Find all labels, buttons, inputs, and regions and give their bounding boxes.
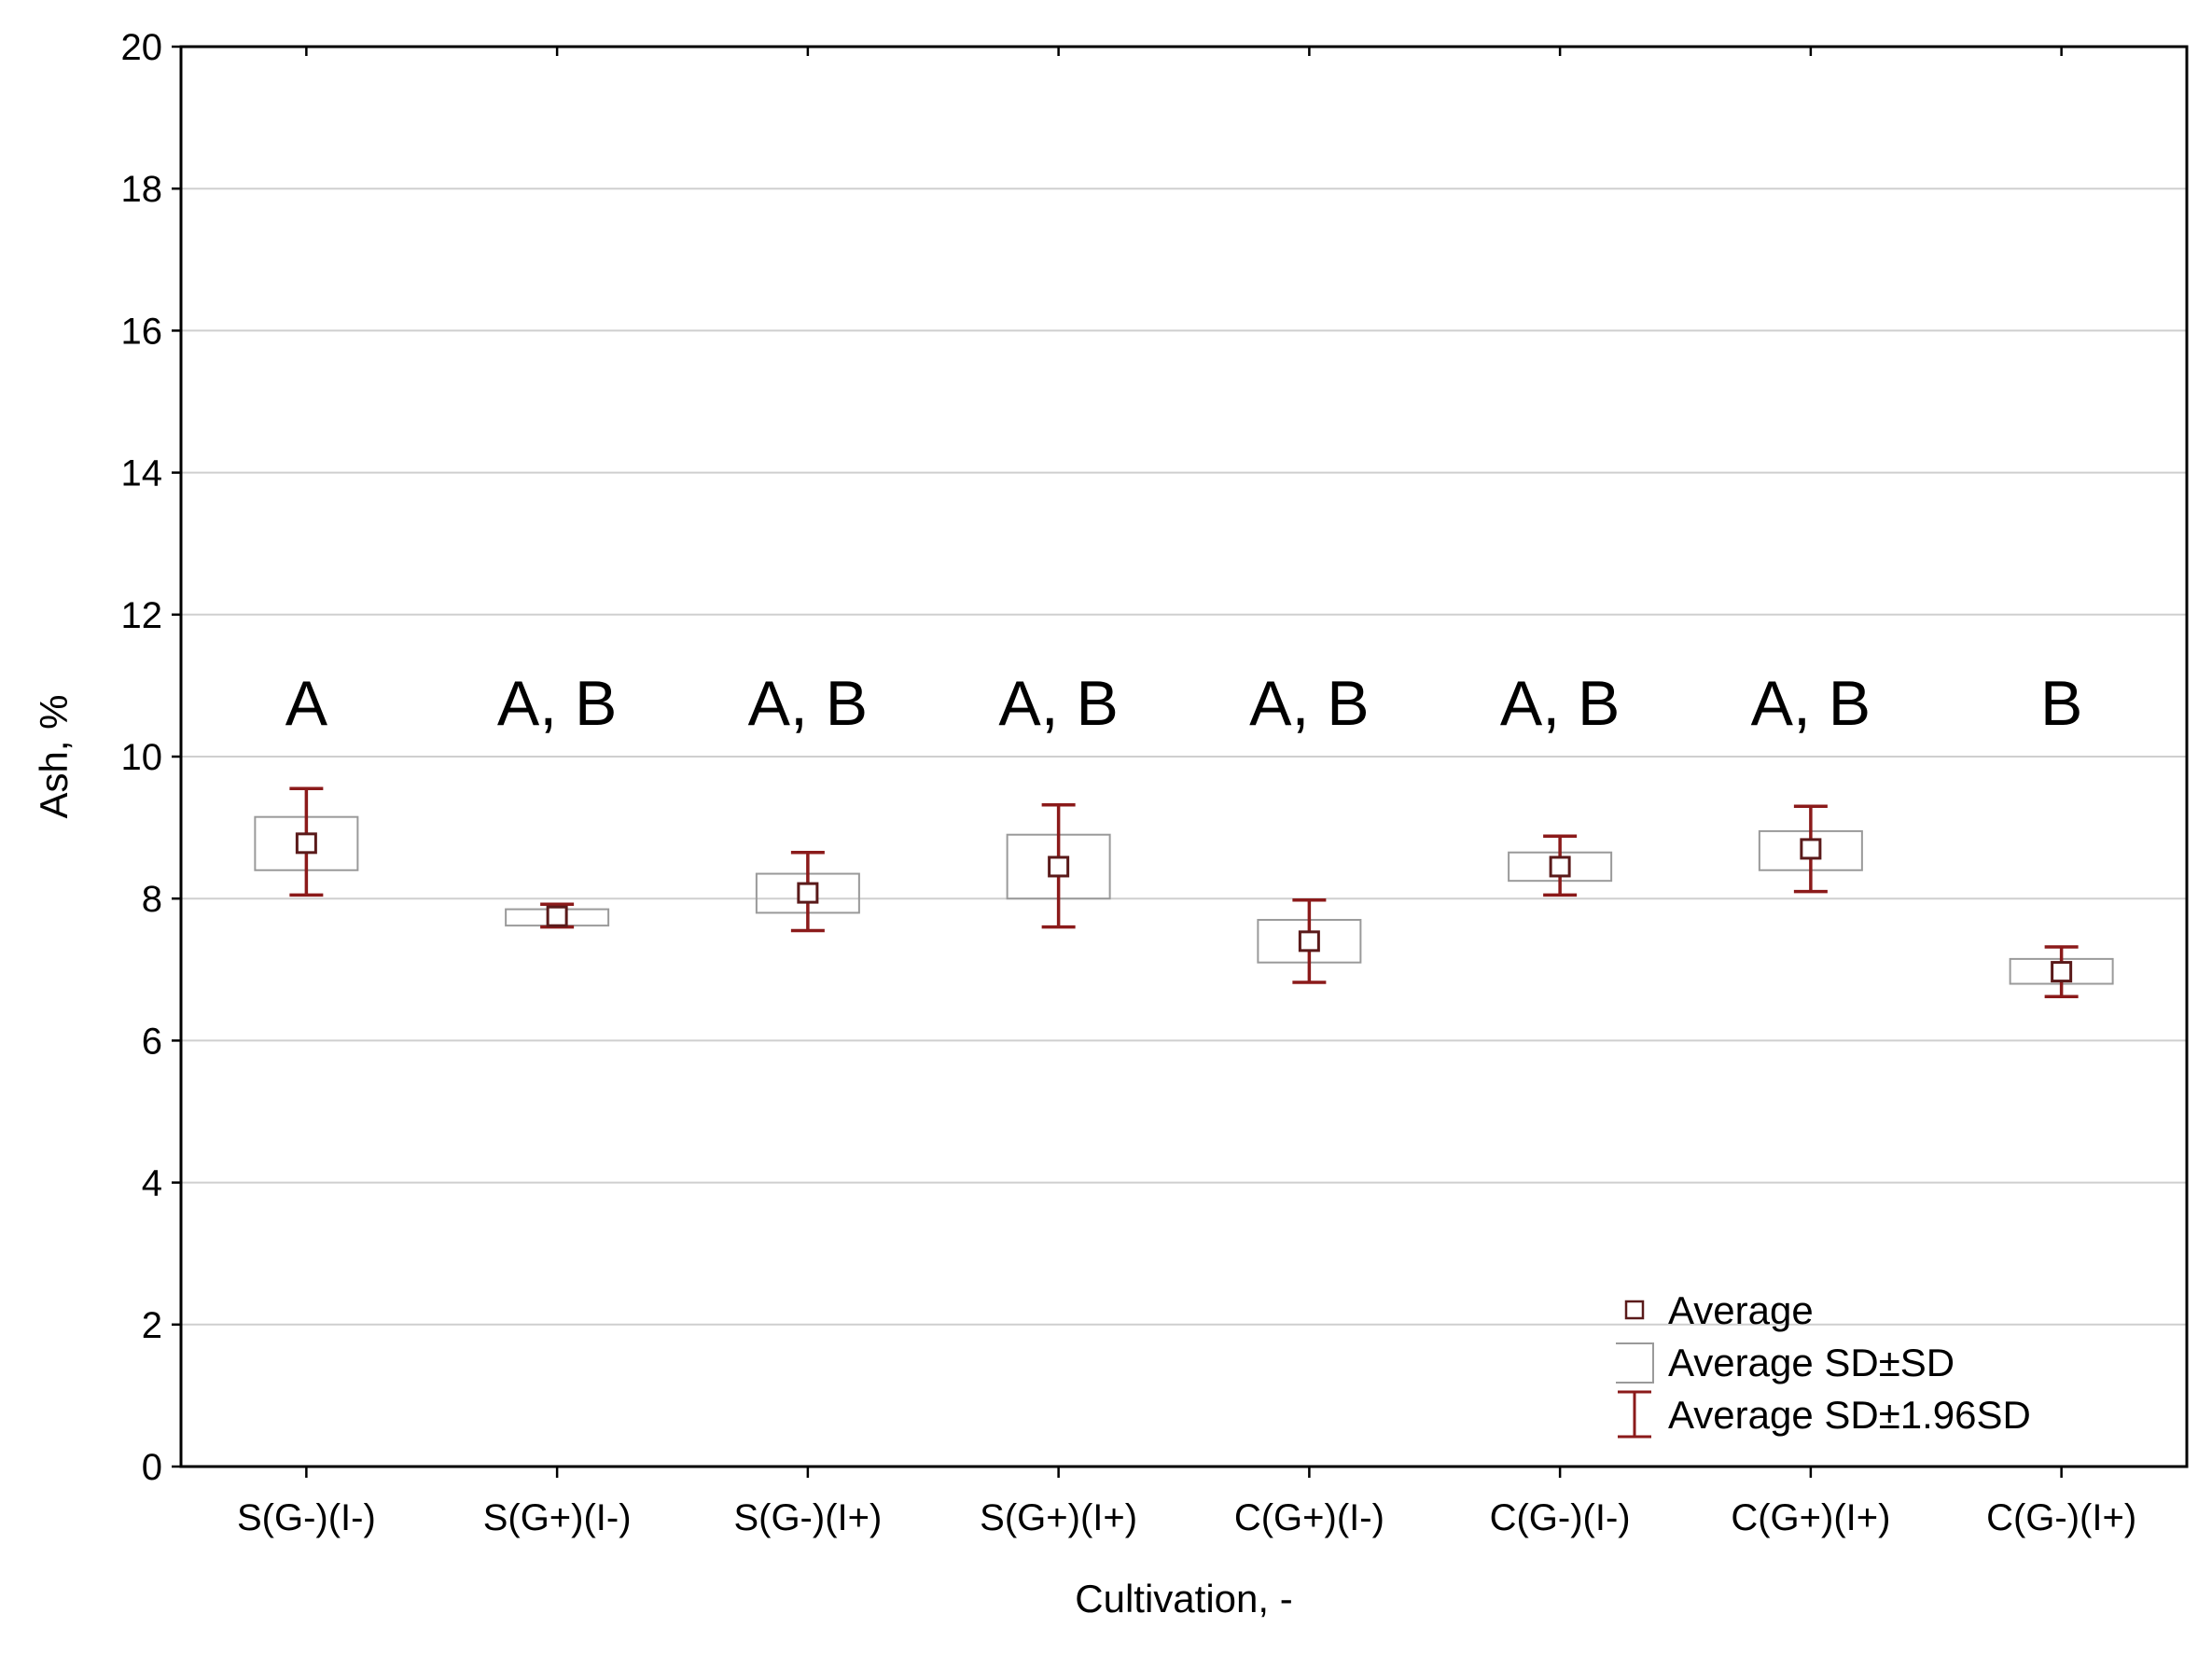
- y-tick-label: 0: [142, 1447, 162, 1488]
- mean-marker: [1298, 930, 1320, 953]
- group-letters: A A, B A, B A, B A, B A, B A, B B: [285, 668, 2083, 739]
- grid-lines: [181, 188, 2187, 1326]
- mean-markers: [295, 832, 2073, 983]
- y-axis-ticks: 0 2 4 6 8 10 12 14 16 18 20: [121, 27, 181, 1488]
- group-letter: A, B: [1751, 668, 1871, 739]
- x-axis-label: Cultivation, -: [1075, 1577, 1292, 1620]
- y-tick-label: 10: [121, 737, 163, 778]
- legend-mean-icon: [1624, 1300, 1645, 1320]
- legend: Average Average SD±SD Average SD±1.96SD: [1616, 1288, 2031, 1439]
- x-tick-label: C(G+)(I+): [1731, 1497, 1890, 1538]
- legend-mean-label: Average: [1668, 1288, 1814, 1332]
- y-axis-label: Ash, %: [32, 694, 76, 818]
- group-letter: A, B: [998, 668, 1119, 739]
- group-letter: A, B: [748, 668, 869, 739]
- y-tick-label: 20: [121, 27, 163, 68]
- group-letter: B: [2040, 668, 2082, 739]
- legend-ci-label: Average SD±1.96SD: [1668, 1393, 2031, 1437]
- ci-whiskers: [289, 786, 2079, 998]
- y-tick-label: 16: [121, 311, 163, 352]
- y-tick-label: 6: [142, 1021, 162, 1062]
- y-tick-label: 18: [121, 169, 163, 210]
- mean-marker: [546, 905, 568, 927]
- x-tick-label: C(G+)(I-): [1234, 1497, 1384, 1538]
- x-tick-label: C(G-)(I+): [1986, 1497, 2136, 1538]
- legend-ci-icon: [1618, 1390, 1651, 1439]
- y-tick-label: 2: [142, 1305, 162, 1346]
- legend-sd-icon: [1616, 1342, 1654, 1384]
- mean-marker: [797, 882, 819, 904]
- x-tick-label: C(G-)(I-): [1490, 1497, 1631, 1538]
- x-tick-label: S(G-)(I-): [237, 1497, 376, 1538]
- group-letter: A: [285, 668, 328, 739]
- sd-boxes: [254, 815, 2114, 985]
- plot-frame: [179, 45, 2189, 1468]
- x-tick-label: S(G+)(I-): [483, 1497, 632, 1538]
- mean-marker: [2051, 961, 2073, 983]
- legend-sd-label: Average SD±SD: [1668, 1341, 1955, 1384]
- y-tick-label: 14: [121, 453, 163, 494]
- group-letter: A, B: [1500, 668, 1621, 739]
- mean-marker: [295, 832, 317, 855]
- y-tick-label: 4: [142, 1163, 162, 1204]
- x-axis-ticks: S(G-)(I-) S(G+)(I-) S(G-)(I+) S(G+)(I+) C(G+…: [237, 47, 2136, 1538]
- y-tick-label: 12: [121, 595, 163, 636]
- group-letter: A, B: [1249, 668, 1370, 739]
- mean-marker: [1048, 855, 1070, 878]
- group-letter: A, B: [497, 668, 618, 739]
- mean-marker: [1800, 838, 1822, 860]
- y-tick-label: 8: [142, 879, 162, 920]
- x-tick-label: S(G+)(I+): [980, 1497, 1137, 1538]
- x-tick-label: S(G-)(I+): [733, 1497, 882, 1538]
- mean-marker: [1549, 855, 1571, 878]
